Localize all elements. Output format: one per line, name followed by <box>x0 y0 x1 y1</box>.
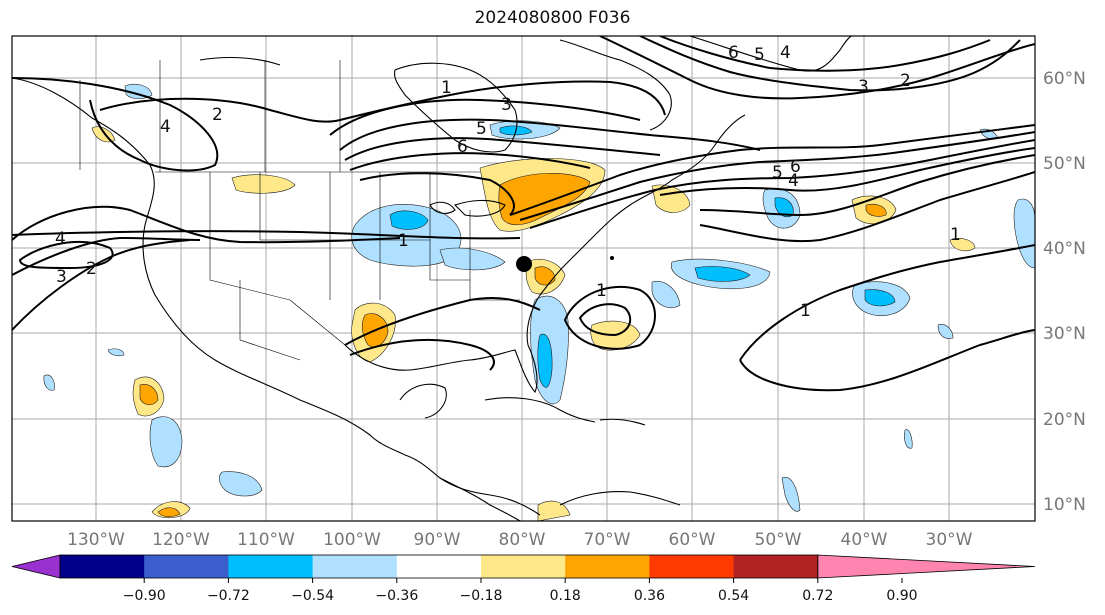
contour-label: 1 <box>950 225 961 245</box>
contour-label: 1 <box>596 281 607 301</box>
colorbar-tick-label: 0.72 <box>802 588 833 604</box>
graticule <box>12 36 1035 521</box>
contour-label: 1 <box>800 301 811 321</box>
colorbar <box>11 554 1036 579</box>
contour-label: 6 <box>728 43 739 63</box>
colorbar-tick-label: −0.36 <box>375 588 418 604</box>
contour-label: 4 <box>788 171 799 191</box>
longitude-label: 60°W <box>669 530 716 550</box>
colorbar-tick-label: 0.18 <box>550 588 581 604</box>
colorbar-tick-labels: −0.90 −0.72 −0.54 −0.36 −0.18 0.18 0.36 0.54 0.7… <box>123 578 918 604</box>
latitude-label: 40°N <box>1043 239 1086 259</box>
latitude-label: 60°N <box>1043 69 1086 89</box>
contour-label: 4 <box>160 117 171 137</box>
contour-label: 5 <box>772 163 783 183</box>
longitude-label: 120°W <box>152 530 210 550</box>
colorbar-tick-label: −0.18 <box>460 588 503 604</box>
longitude-label: 100°W <box>323 530 381 550</box>
contour-label: 3 <box>56 267 67 287</box>
longitude-label: 90°W <box>414 530 461 550</box>
contour-label: 4 <box>55 229 66 249</box>
contour-labels: 1 3 5 6 2 4 6 5 4 3 2 6 5 4 1 4 3 2 1 1 … <box>55 43 961 321</box>
colorbar-tick-label: −0.90 <box>123 588 166 604</box>
height-contours <box>12 36 1035 392</box>
contour-label: 4 <box>780 43 791 63</box>
colorbar-segment <box>733 555 819 578</box>
longitude-label: 80°W <box>499 530 546 550</box>
colorbar-tick-label: −0.72 <box>207 588 250 604</box>
colorbar-segment <box>228 555 314 578</box>
map-border <box>11 35 1036 522</box>
colorbar-extend-high <box>817 554 1036 579</box>
colorbar-segment <box>396 555 482 578</box>
latitude-label: 20°N <box>1043 410 1086 430</box>
contour-label: 2 <box>86 259 97 279</box>
latitude-label: 30°N <box>1043 324 1086 344</box>
contour-label: 6 <box>790 157 801 177</box>
colorbar-segment <box>481 555 566 578</box>
colorbar-tick-label: 0.90 <box>886 588 917 604</box>
colorbar-segment <box>60 555 145 578</box>
contour-label: 3 <box>858 77 869 97</box>
latitude-labels: 60°N 50°N 40°N 30°N 20°N 10°N <box>1043 69 1086 515</box>
contour-label: 1 <box>441 78 452 98</box>
positive-anomaly-regions <box>91 126 976 521</box>
map-title: 2024080800 F036 <box>474 8 631 28</box>
longitude-label: 40°W <box>841 530 888 550</box>
colorbar-segment <box>312 555 398 578</box>
colorbar-segment <box>649 555 735 578</box>
colorbar-tick-label: −0.54 <box>291 588 334 604</box>
contour-label: 5 <box>754 45 765 65</box>
contour-label: 5 <box>476 119 487 139</box>
contour-label: 3 <box>501 95 512 115</box>
colorbar-segment <box>565 555 650 578</box>
colorbar-segment <box>144 555 229 578</box>
longitude-label: 50°W <box>755 530 802 550</box>
longitude-label: 70°W <box>584 530 631 550</box>
longitude-label: 110°W <box>237 530 295 550</box>
contour-label: 2 <box>212 105 223 125</box>
longitude-label: 30°W <box>926 530 973 550</box>
colorbar-extend-low <box>11 554 61 579</box>
storm-center-marker <box>516 256 532 272</box>
colorbar-tick-label: 0.54 <box>718 588 749 604</box>
longitude-label: 130°W <box>67 530 125 550</box>
longitude-labels: 130°W 120°W 110°W 100°W 90°W 80°W 70°W 60°W 50°W… <box>67 530 973 550</box>
latitude-label: 50°N <box>1043 154 1086 174</box>
colorbar-tick-label: 0.36 <box>634 588 665 604</box>
contour-label: 6 <box>457 137 468 157</box>
contour-label: 2 <box>900 71 911 91</box>
latitude-label: 10°N <box>1043 495 1086 515</box>
contour-label: 1 <box>398 231 409 251</box>
